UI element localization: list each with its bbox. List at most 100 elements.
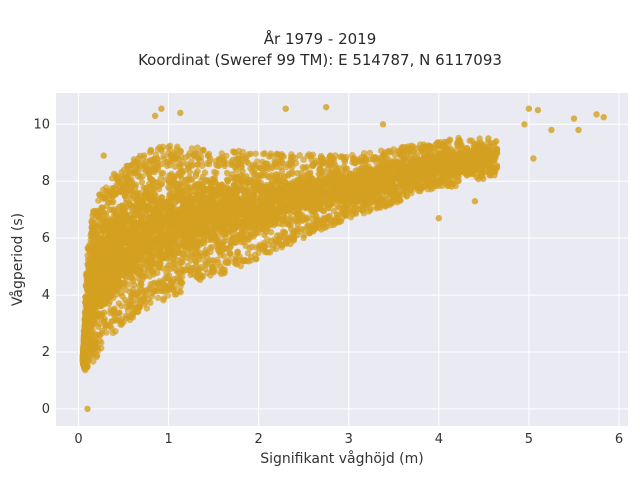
data-point: [154, 234, 161, 242]
data-point: [137, 279, 145, 286]
data-point: [133, 195, 141, 202]
data-point: [209, 230, 216, 237]
data-point: [186, 168, 193, 176]
data-point: [174, 215, 181, 222]
data-point: [415, 161, 422, 168]
data-point: [202, 250, 209, 257]
data-point: [188, 188, 195, 195]
data-point: [147, 197, 154, 205]
data-point: [159, 170, 167, 177]
data-point: [104, 261, 112, 268]
data-point: [223, 195, 230, 202]
data-point: [189, 216, 197, 223]
data-point: [201, 169, 209, 176]
data-point: [223, 169, 231, 177]
data-point: [381, 185, 388, 192]
data-point: [252, 219, 260, 226]
data-point: [169, 221, 176, 228]
data-point: [360, 183, 368, 191]
data-point: [93, 308, 100, 316]
data-point: [281, 173, 289, 181]
data-point: [486, 172, 493, 179]
data-point: [138, 179, 146, 186]
data-point: [287, 186, 294, 193]
data-point: [170, 261, 177, 269]
data-point: [219, 186, 226, 193]
data-point: [201, 233, 208, 240]
data-point: [174, 222, 182, 229]
data-point: [305, 181, 313, 188]
data-point: [294, 176, 301, 184]
data-point: [200, 187, 208, 194]
data-point: [175, 172, 183, 179]
data-point: [364, 189, 371, 196]
data-point: [211, 201, 218, 208]
data-point: [233, 239, 240, 246]
data-point: [478, 169, 485, 176]
data-point: [315, 194, 322, 201]
data-point: [159, 221, 166, 228]
data-point: [363, 168, 370, 175]
data-point: [148, 267, 156, 274]
data-point: [135, 250, 142, 258]
data-point: [175, 248, 182, 255]
data-point: [273, 171, 281, 179]
data-point: [142, 185, 149, 192]
data-point: [230, 194, 237, 202]
data-point: [323, 181, 330, 188]
data-point: [235, 220, 243, 227]
data-point: [224, 177, 231, 185]
data-point: [367, 178, 374, 185]
data-point: [141, 190, 148, 198]
chart-subtitle: Koordinat (Sweref 99 TM): E 514787, N 61…: [138, 51, 502, 69]
data-point: [409, 156, 416, 164]
data-point: [246, 226, 253, 233]
data-point: [101, 237, 108, 244]
data-point: [153, 207, 160, 215]
data-point: [211, 178, 219, 186]
data-point: [166, 185, 173, 192]
data-point: [306, 170, 313, 177]
data-point: [181, 216, 188, 223]
data-point: [361, 194, 369, 201]
data-point: [250, 233, 257, 240]
data-point: [289, 170, 296, 177]
data-point: [399, 182, 407, 189]
data-point: [178, 230, 186, 237]
data-point: [96, 320, 103, 328]
data-point: [123, 237, 130, 244]
data-point: [161, 212, 168, 219]
data-point: [192, 183, 199, 191]
data-point: [397, 166, 404, 173]
data-point: [194, 168, 201, 175]
data-point: [148, 189, 155, 197]
data-point: [301, 164, 309, 172]
data-point: [133, 212, 140, 219]
data-point: [268, 217, 276, 224]
data-point: [389, 158, 396, 165]
data-point: [354, 188, 361, 195]
data-point: [274, 176, 281, 184]
data-point: [258, 225, 266, 233]
data-point: [101, 309, 108, 316]
data-point: [387, 187, 394, 194]
data-point: [151, 260, 158, 268]
data-point: [220, 213, 227, 220]
data-point: [303, 214, 310, 221]
data-point: [178, 239, 185, 246]
data-point: [336, 176, 343, 184]
data-point: [107, 229, 114, 236]
data-point: [269, 210, 276, 218]
data-point: [231, 225, 239, 232]
data-point: [238, 235, 245, 242]
data-point: [267, 228, 275, 236]
data-point: [158, 229, 165, 236]
data-points: [79, 104, 607, 413]
data-point: [123, 196, 130, 203]
data-point: [207, 248, 214, 256]
data-point: [337, 197, 344, 205]
data-point: [224, 203, 232, 210]
data-point: [119, 283, 126, 290]
data-point: [257, 179, 264, 186]
data-point: [148, 182, 155, 189]
